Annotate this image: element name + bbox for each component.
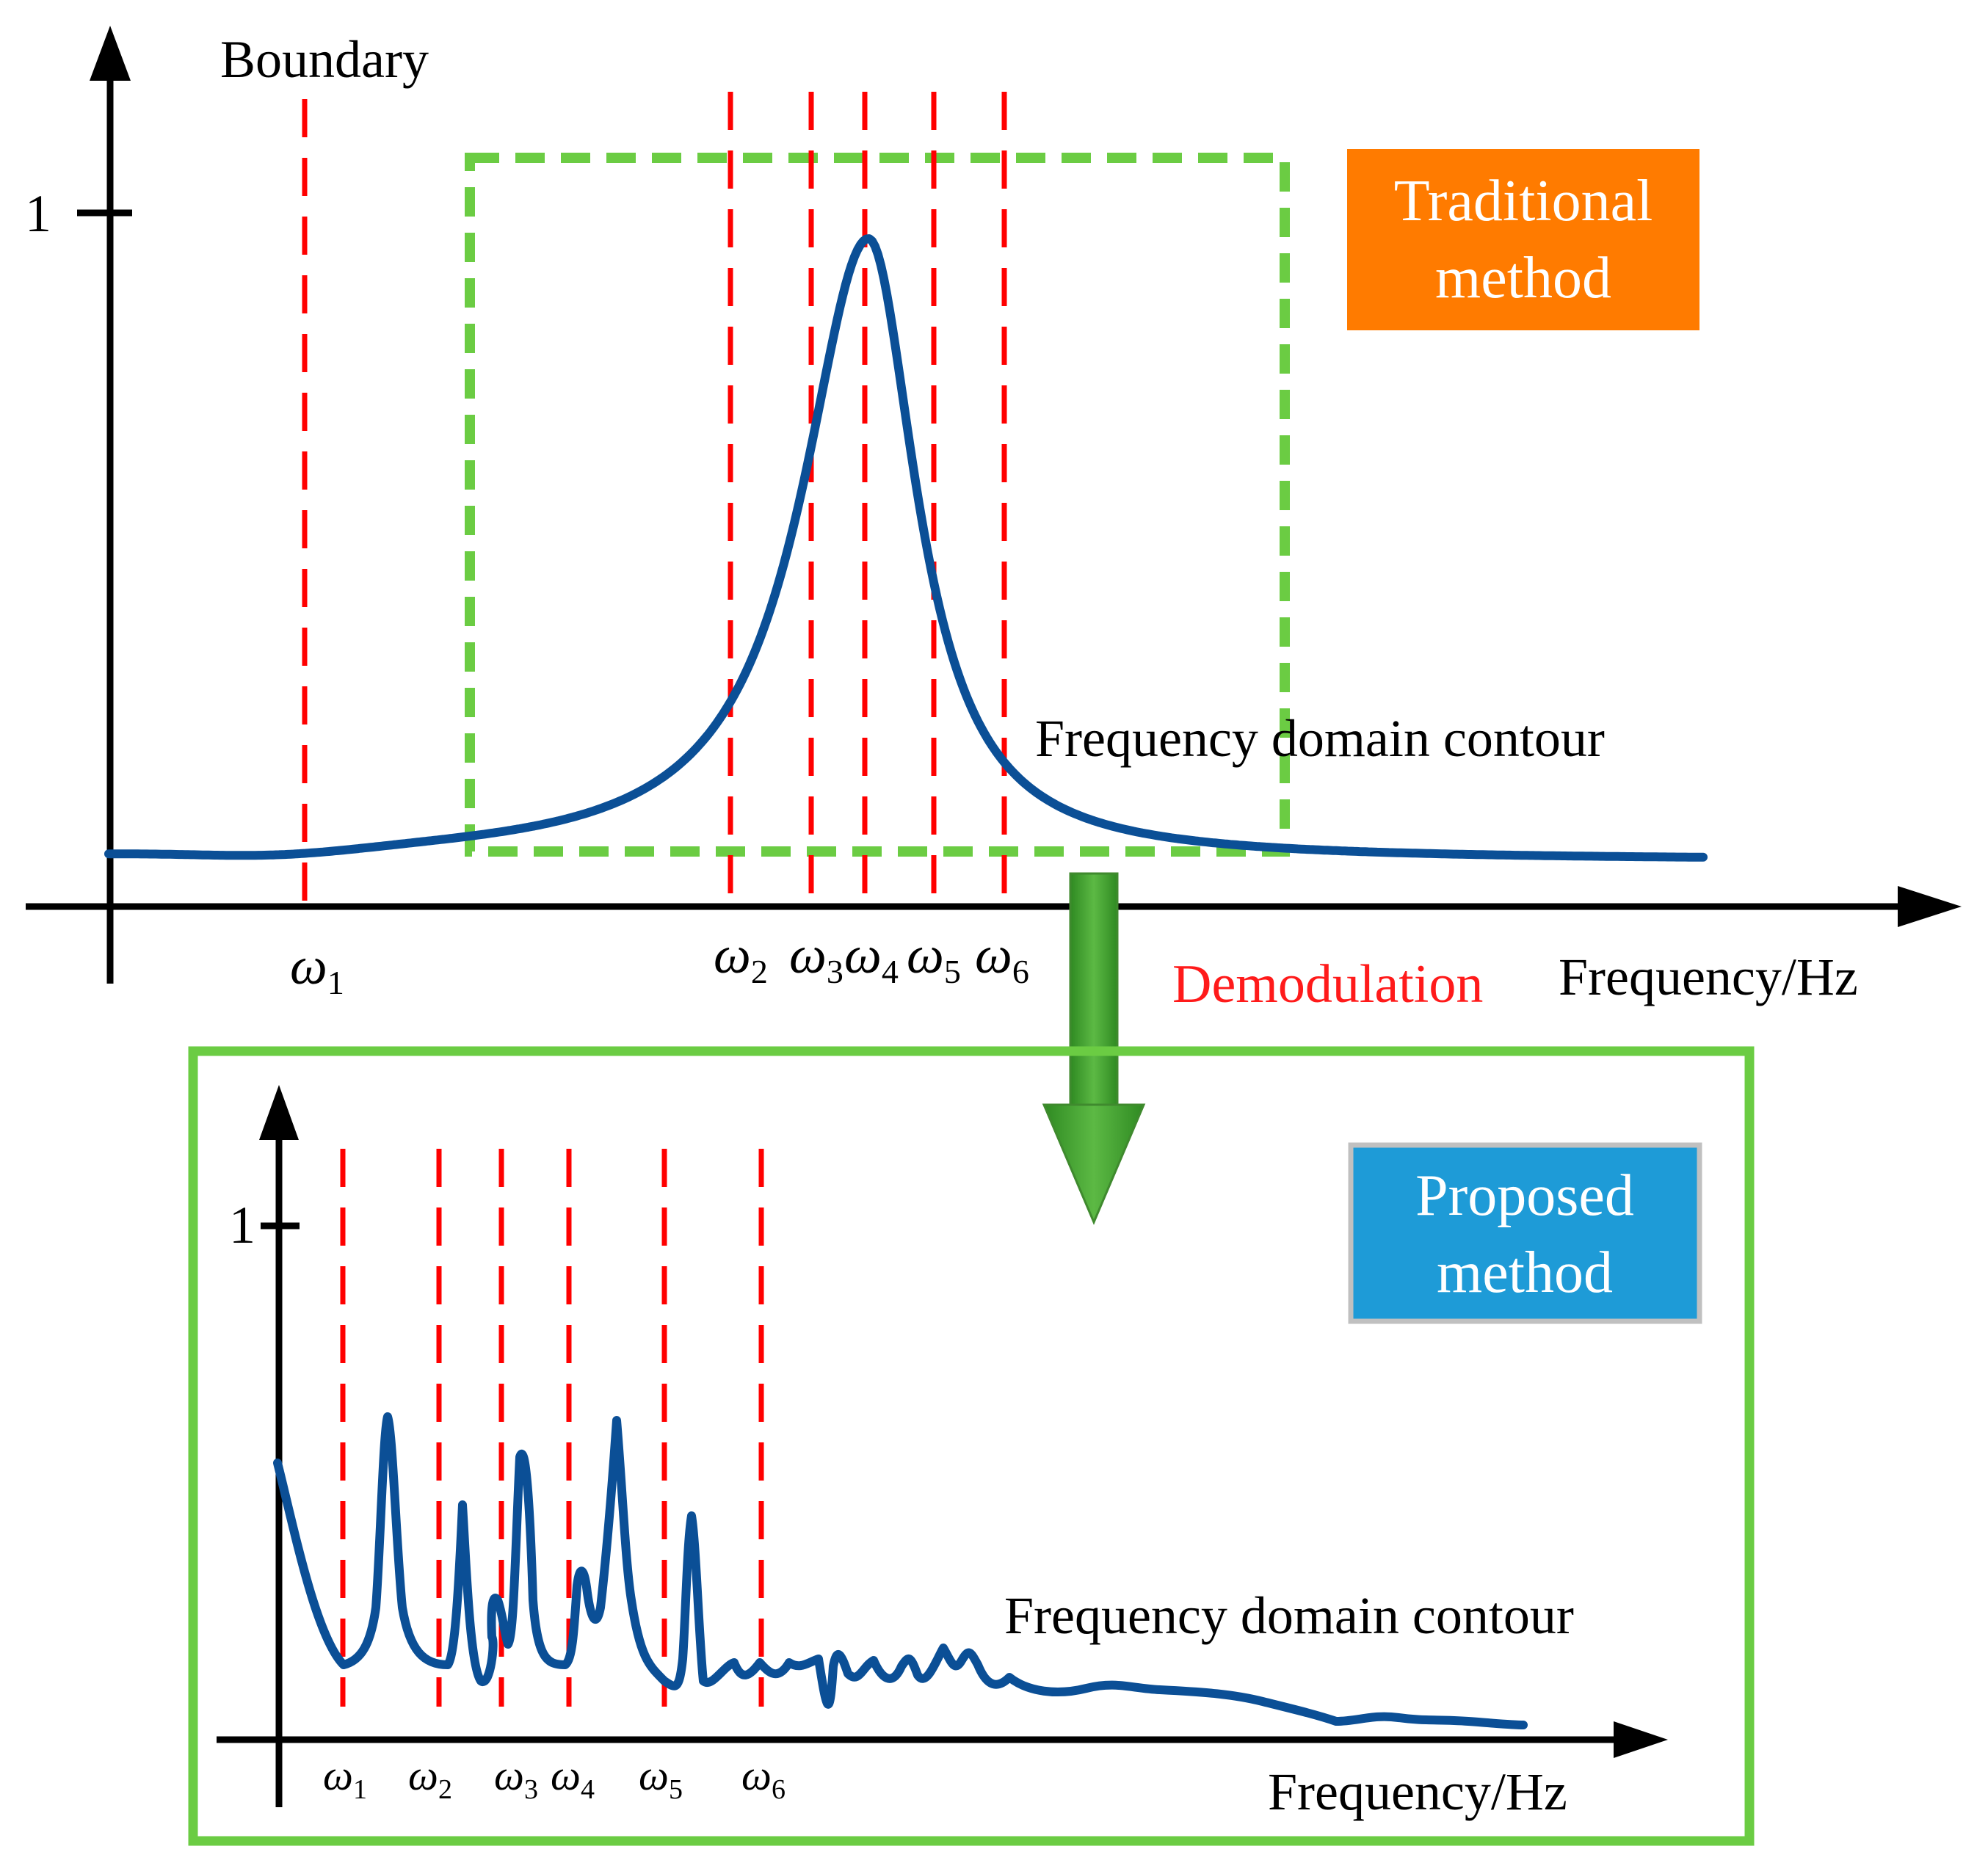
top-omega-2: ω2 bbox=[714, 926, 768, 990]
bottom-omega-1: ω1 bbox=[323, 1751, 367, 1805]
traditional-badge-line2: method bbox=[1435, 246, 1611, 310]
bottom-omega-2: ω2 bbox=[408, 1751, 452, 1805]
bottom-x-axis-arrowhead bbox=[1614, 1721, 1668, 1758]
traditional-badge-line1: Traditional bbox=[1394, 169, 1653, 233]
top-x-axis-arrowhead bbox=[1898, 886, 1962, 927]
traditional-badge-background bbox=[1347, 149, 1699, 330]
bottom-spectrum-curve bbox=[273, 1412, 1528, 1729]
top-y-axis-label: Boundary bbox=[220, 30, 429, 89]
top-omega-1: ω1 bbox=[290, 937, 344, 1001]
top-omega-3: ω3 bbox=[789, 926, 844, 990]
top-panel: 1 Boundary ω1 ω2 ω3 ω4 ω5 ω6 Frequency d… bbox=[25, 26, 1962, 1006]
bottom-y-axis-arrowhead bbox=[259, 1085, 299, 1140]
top-curve-label: Frequency domain contour bbox=[1035, 709, 1605, 768]
top-omega-6: ω6 bbox=[975, 926, 1029, 990]
proposed-frame bbox=[188, 1046, 1755, 1846]
bottom-omega-5: ω5 bbox=[639, 1751, 683, 1805]
top-spectrum-curve bbox=[104, 234, 1708, 862]
bottom-panel: 1 ω1 ω2 ω3 ω4 ω5 ω6 Frequency domain con… bbox=[188, 1046, 1755, 1846]
bottom-y-tick-label: 1 bbox=[229, 1196, 255, 1254]
proposed-badge-line2: method bbox=[1437, 1241, 1613, 1305]
proposed-method-badge: Proposed method bbox=[1348, 1142, 1702, 1324]
demodulation-arrow: Demodulation bbox=[1042, 872, 1483, 1225]
demodulation-arrow-head bbox=[1042, 1103, 1146, 1225]
demodulation-arrow-shaft bbox=[1069, 872, 1119, 1110]
proposed-badge-line1: Proposed bbox=[1415, 1163, 1634, 1228]
bottom-omega-6: ω6 bbox=[741, 1751, 786, 1805]
top-y-axis-arrowhead bbox=[90, 26, 131, 81]
top-omega-5: ω5 bbox=[907, 926, 961, 990]
traditional-method-badge: Traditional method bbox=[1347, 149, 1699, 330]
top-x-axis-label: Frequency/Hz bbox=[1559, 948, 1858, 1006]
proposed-badge-background bbox=[1348, 1142, 1702, 1324]
bottom-omega-3: ω3 bbox=[494, 1751, 538, 1805]
bottom-omega-4: ω4 bbox=[551, 1751, 595, 1805]
top-omega-4: ω4 bbox=[844, 926, 899, 990]
bottom-curve-label: Frequency domain contour bbox=[1004, 1586, 1574, 1645]
demodulation-label: Demodulation bbox=[1172, 954, 1483, 1014]
traditional-window-box bbox=[465, 153, 1290, 857]
top-y-tick-label: 1 bbox=[25, 184, 51, 243]
bottom-x-axis-label: Frequency/Hz bbox=[1268, 1762, 1567, 1821]
